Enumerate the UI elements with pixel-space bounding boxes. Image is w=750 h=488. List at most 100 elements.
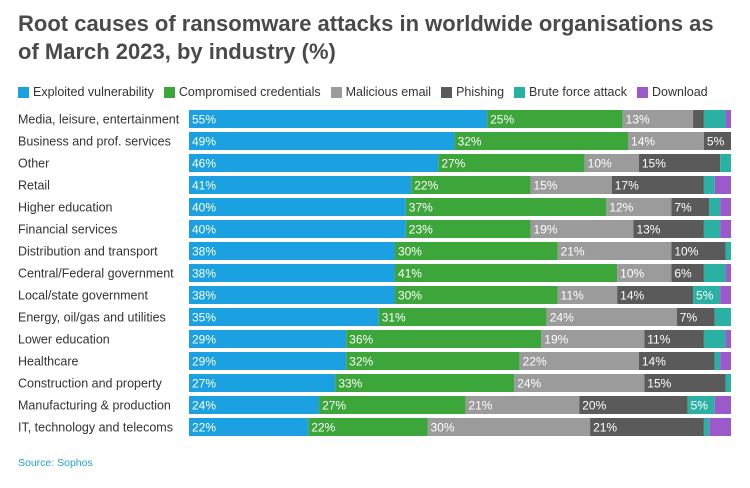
legend-item-malicious-email: Malicious email (330, 85, 432, 99)
data-label-manufacturing-production-compromised-credentials: 27% (322, 399, 346, 413)
bar-other-malicious-email (584, 154, 639, 172)
data-label-manufacturing-production-phishing: 20% (582, 399, 606, 413)
data-label-healthcare-phishing: 14% (642, 355, 666, 369)
bar-construction-and-property-exploited-vulnerability (189, 374, 336, 392)
data-label-higher-education-compromised-credentials: 37% (409, 201, 433, 215)
bar-it-technology-and-telecoms-brute-force-attack (703, 418, 710, 436)
bar-central-federal-government-exploited-vulnerability (189, 264, 395, 282)
data-label-central-federal-government-phishing: 6% (674, 267, 692, 281)
data-label-higher-education-malicious-email: 12% (609, 201, 633, 215)
legend: Exploited vulnerability Compromised cred… (18, 84, 718, 100)
data-label-healthcare-malicious-email: 22% (523, 355, 547, 369)
data-label-it-technology-and-telecoms-phishing: 21% (593, 421, 617, 435)
legend-swatch-brute-force-attack (514, 86, 526, 98)
data-label-it-technology-and-telecoms-exploited-vulnerability: 22% (192, 421, 216, 435)
data-label-central-federal-government-malicious-email: 10% (620, 267, 644, 281)
bar-distribution-and-transport-compromised-credentials (394, 242, 558, 260)
bar-financial-services-phishing (633, 220, 704, 238)
data-label-other-exploited-vulnerability: 46% (192, 157, 216, 171)
bar-higher-education-malicious-email (606, 198, 672, 216)
bar-other-compromised-credentials (438, 154, 585, 172)
bar-media-leisure-entertainment-phishing (693, 110, 704, 128)
data-label-other-phishing: 15% (642, 157, 666, 171)
data-label-financial-services-compromised-credentials: 23% (409, 223, 433, 237)
category-label-business-and-prof-services: Business and prof. services (18, 135, 171, 149)
bar-distribution-and-transport-malicious-email (557, 242, 672, 260)
bar-financial-services-brute-force-attack (703, 220, 721, 238)
bar-financial-services-compromised-credentials (405, 220, 531, 238)
bar-it-technology-and-telecoms-exploited-vulnerability (189, 418, 309, 436)
legend-label-brute-force-attack: Brute force attack (529, 85, 628, 99)
data-label-financial-services-exploited-vulnerability: 40% (192, 223, 216, 237)
category-label-energy-oil-gas-and-utilities: Energy, oil/gas and utilities (18, 311, 166, 325)
bar-local-state-government-phishing (617, 286, 694, 304)
bar-lower-education-compromised-credentials (346, 330, 542, 348)
bar-it-technology-and-telecoms-download (709, 418, 731, 436)
category-label-construction-and-property: Construction and property (18, 377, 163, 391)
bar-local-state-government-download (720, 286, 731, 304)
data-label-media-leisure-entertainment-exploited-vulnerability: 55% (192, 113, 216, 127)
data-label-distribution-and-transport-phishing: 10% (674, 245, 698, 259)
legend-label-compromised-credentials: Compromised credentials (178, 85, 321, 99)
bar-other-exploited-vulnerability (189, 154, 439, 172)
data-label-retail-malicious-email: 15% (533, 179, 557, 193)
data-label-business-and-prof-services-exploited-vulnerability: 49% (192, 135, 216, 149)
legend-item-brute-force-attack: Brute force attack (514, 85, 627, 99)
bar-construction-and-property-compromised-credentials (335, 374, 515, 392)
data-label-business-and-prof-services-compromised-credentials: 32% (458, 135, 482, 149)
bar-retail-compromised-credentials (411, 176, 531, 194)
bar-business-and-prof-services-phishing (703, 132, 731, 150)
bar-manufacturing-production-compromised-credentials (319, 396, 466, 414)
bar-lower-education-phishing (644, 330, 704, 348)
legend-item-phishing: Phishing (441, 85, 504, 99)
data-label-it-technology-and-telecoms-malicious-email: 30% (430, 421, 454, 435)
bar-financial-services-download (720, 220, 731, 238)
category-label-it-technology-and-telecoms: IT, technology and telecoms (18, 421, 173, 435)
bar-lower-education-malicious-email (541, 330, 645, 348)
legend-swatch-compromised-credentials (163, 86, 175, 98)
bar-manufacturing-production-download (714, 396, 731, 414)
category-label-media-leisure-entertainment: Media, leisure, entertainment (18, 113, 180, 127)
category-label-retail: Retail (18, 179, 50, 193)
data-label-central-federal-government-exploited-vulnerability: 38% (192, 267, 216, 281)
data-label-other-compromised-credentials: 27% (441, 157, 465, 171)
bar-retail-phishing (611, 176, 704, 194)
category-label-manufacturing-production: Manufacturing & production (18, 399, 171, 413)
category-label-higher-education: Higher education (18, 201, 113, 215)
legend-swatch-exploited-vulnerability (18, 86, 29, 98)
bar-central-federal-government-malicious-email (617, 264, 672, 282)
data-label-financial-services-phishing: 13% (636, 223, 660, 237)
data-label-retail-exploited-vulnerability: 41% (192, 179, 216, 193)
data-label-energy-oil-gas-and-utilities-phishing: 7% (680, 311, 698, 325)
bar-healthcare-download (720, 352, 731, 370)
data-label-business-and-prof-services-malicious-email: 14% (631, 135, 655, 149)
bar-manufacturing-production-exploited-vulnerability (189, 396, 320, 414)
bar-it-technology-and-telecoms-compromised-credentials (308, 418, 428, 436)
legend-label-malicious-email: Malicious email (345, 85, 432, 99)
bar-healthcare-compromised-credentials (346, 352, 520, 370)
bar-business-and-prof-services-malicious-email (628, 132, 704, 150)
bar-it-technology-and-telecoms-phishing (590, 418, 704, 436)
bar-higher-education-exploited-vulnerability (189, 198, 406, 216)
bar-media-leisure-entertainment-download (725, 110, 731, 128)
bar-business-and-prof-services-exploited-vulnerability (189, 132, 455, 150)
bar-lower-education-exploited-vulnerability (189, 330, 347, 348)
data-label-manufacturing-production-malicious-email: 21% (468, 399, 492, 413)
data-label-higher-education-exploited-vulnerability: 40% (192, 201, 216, 215)
bar-financial-services-exploited-vulnerability (189, 220, 406, 238)
bar-higher-education-phishing (671, 198, 710, 216)
bar-manufacturing-production-brute-force-attack (687, 396, 715, 414)
data-label-healthcare-compromised-credentials: 32% (349, 355, 373, 369)
data-label-manufacturing-production-brute-force-attack: 5% (691, 399, 709, 413)
data-label-local-state-government-malicious-email: 11% (561, 289, 584, 303)
bar-local-state-government-exploited-vulnerability (189, 286, 395, 304)
bar-healthcare-brute-force-attack (714, 352, 721, 370)
bar-media-leisure-entertainment-malicious-email (622, 110, 694, 128)
bar-construction-and-property-brute-force-attack (725, 374, 731, 392)
bar-construction-and-property-malicious-email (514, 374, 645, 392)
bar-central-federal-government-compromised-credentials (394, 264, 618, 282)
bar-local-state-government-brute-force-attack (693, 286, 721, 304)
data-label-construction-and-property-phishing: 15% (647, 377, 671, 391)
category-label-healthcare: Healthcare (18, 355, 78, 369)
